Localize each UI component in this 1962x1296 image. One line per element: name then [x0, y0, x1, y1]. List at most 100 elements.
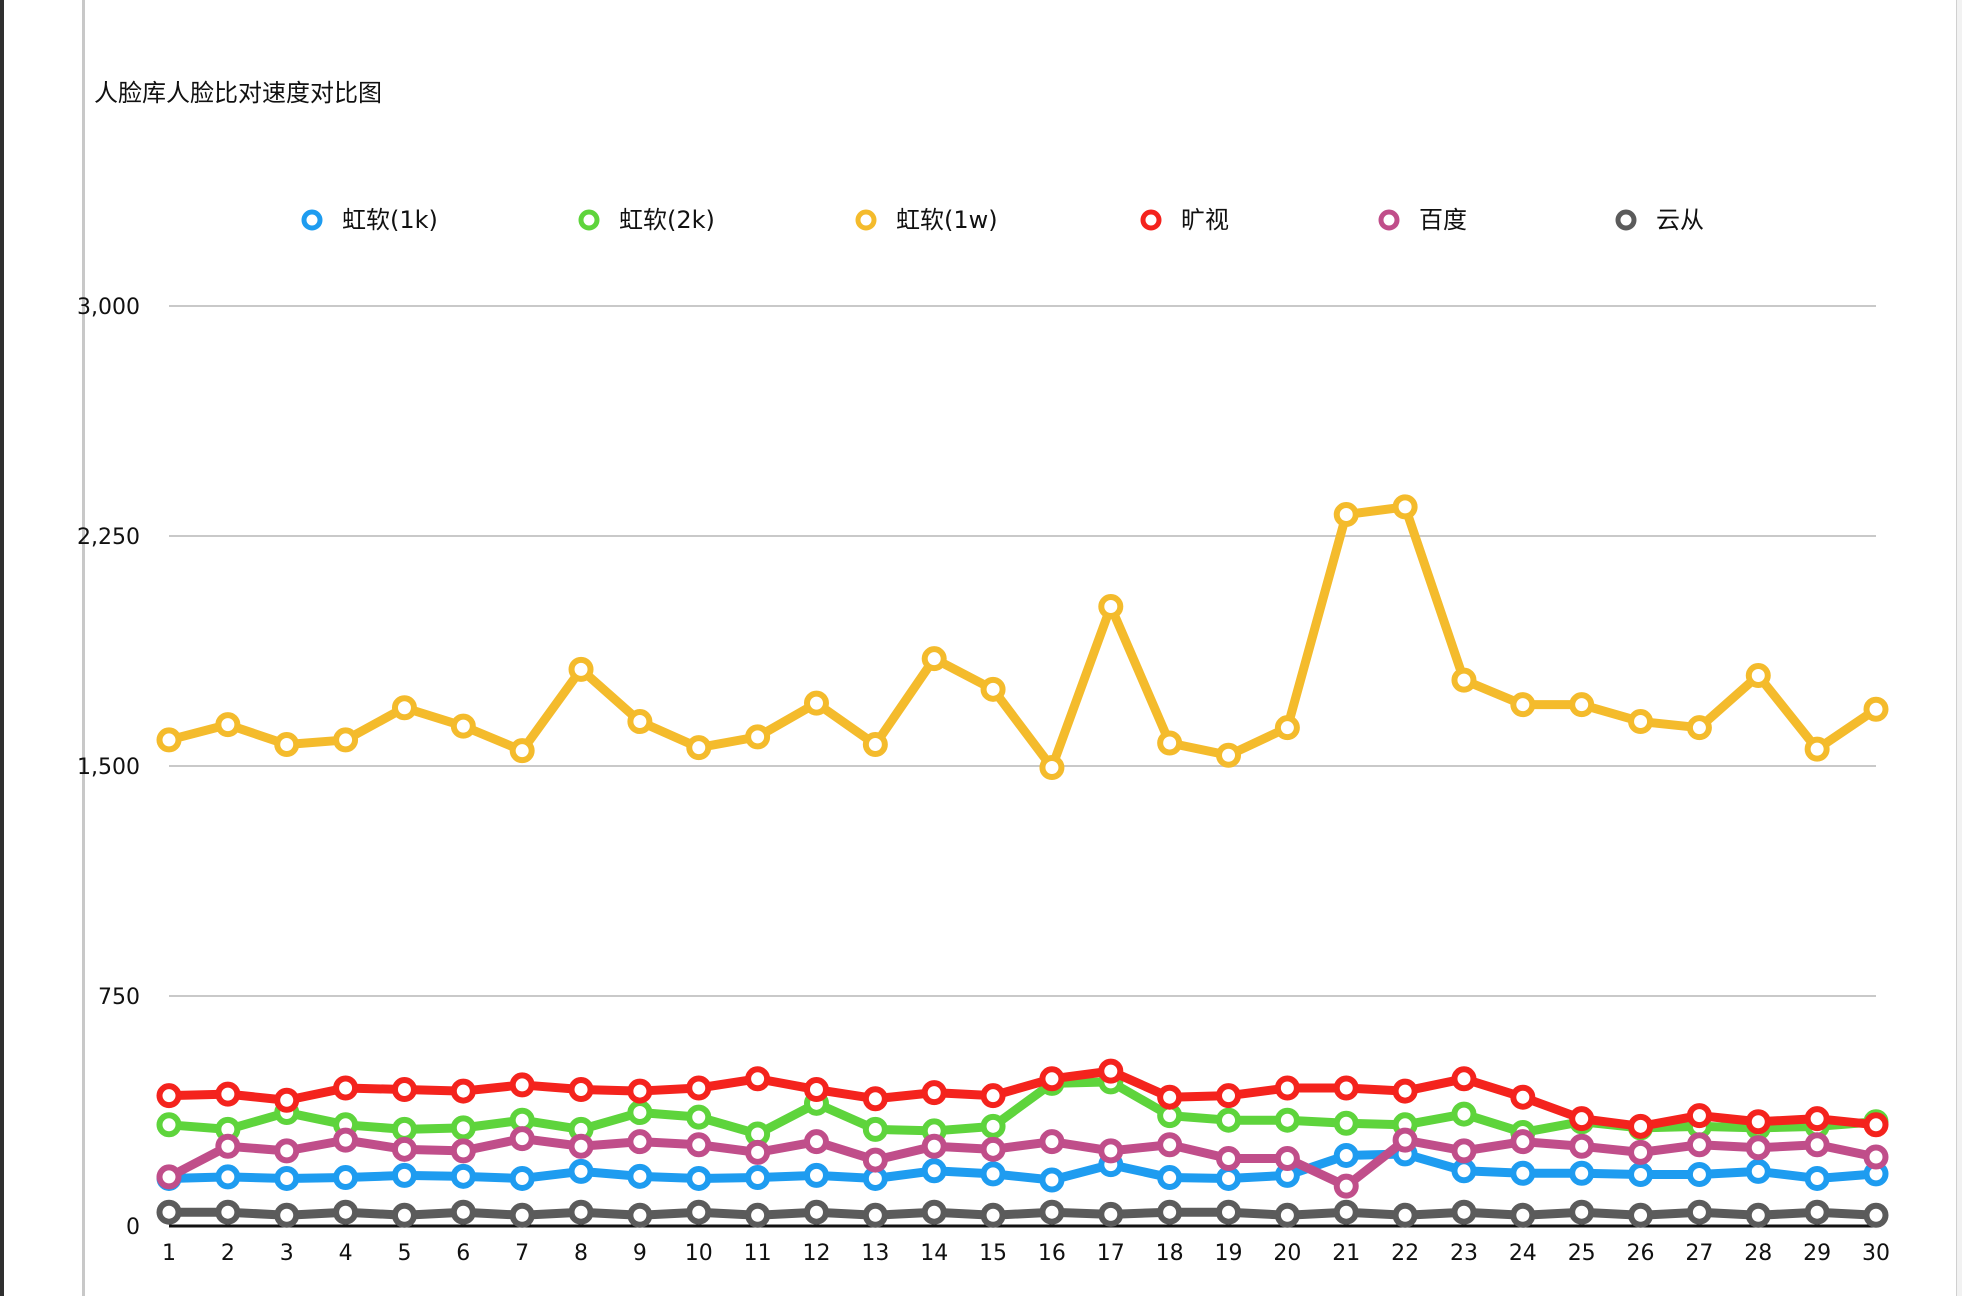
series-1-point: [1804, 1165, 1830, 1191]
chart-legend: 虹软(1k) 虹软(2k) 虹软(1w) 旷视 百度: [0, 200, 1962, 240]
series-2-point: [391, 1116, 417, 1142]
series-6-point: [1392, 1202, 1418, 1228]
series-3-point: [450, 713, 476, 739]
y-tick-label: 0: [126, 1215, 140, 1240]
series-5-point: [1686, 1132, 1712, 1158]
x-tick-label: 19: [1215, 1241, 1243, 1266]
series-6-point: [156, 1199, 182, 1225]
series-3-point: [1392, 494, 1418, 520]
series-5-point: [509, 1126, 535, 1152]
series-1-point: [568, 1158, 594, 1184]
series-1-point: [627, 1163, 653, 1189]
x-tick-label: 20: [1273, 1241, 1301, 1266]
x-tick-label: 2: [221, 1241, 235, 1266]
y-tick-label: 3,000: [77, 295, 140, 320]
legend-label-series-4: 旷视: [1181, 206, 1229, 234]
series-4-point: [1863, 1112, 1889, 1138]
series-2-point: [862, 1116, 888, 1142]
series-4-point: [686, 1075, 712, 1101]
series-6-point: [1039, 1199, 1065, 1225]
legend-label-series-5: 百度: [1419, 206, 1467, 234]
series-6-point: [450, 1199, 476, 1225]
series-5-point: [803, 1129, 829, 1155]
x-tick-label: 18: [1156, 1241, 1184, 1266]
series-6-point: [1098, 1201, 1124, 1227]
series-6-line: [164, 1207, 1881, 1220]
series-4-point: [921, 1080, 947, 1106]
series-2-point: [1451, 1101, 1477, 1127]
series-5-point: [1745, 1135, 1771, 1161]
series-4-point: [568, 1077, 594, 1103]
series-1-point: [686, 1165, 712, 1191]
series-6-point: [980, 1202, 1006, 1228]
series-3-point: [215, 712, 241, 738]
series-6-point: [1628, 1202, 1654, 1228]
series-2-point: [627, 1100, 653, 1126]
series-3-point: [1804, 736, 1830, 762]
series-5-point: [1157, 1132, 1183, 1158]
legend-label-series-6: 云从: [1656, 206, 1704, 234]
series-5-point: [980, 1136, 1006, 1162]
series-5-point: [1451, 1138, 1477, 1164]
series-4-point: [274, 1087, 300, 1113]
x-tick-label: 15: [979, 1241, 1007, 1266]
series-1-point: [1039, 1167, 1065, 1193]
x-tick-label: 23: [1450, 1241, 1478, 1266]
series-4-point: [1569, 1106, 1595, 1132]
chart-title: 人脸库人脸比对速度对比图: [94, 79, 382, 107]
series-4-point: [1098, 1058, 1124, 1084]
legend-label-series-1: 虹软(1k): [342, 206, 438, 234]
series-3-point: [568, 656, 594, 682]
series-1-point: [391, 1162, 417, 1188]
series-2-point: [686, 1104, 712, 1130]
x-tick-label: 26: [1627, 1241, 1655, 1266]
legend-item-series-2: 虹软(2k): [575, 200, 715, 240]
series-4-point: [509, 1072, 535, 1098]
series-1-point: [803, 1162, 829, 1188]
x-tick-label: 22: [1391, 1241, 1419, 1266]
series-1-point: [450, 1163, 476, 1189]
y-tick-label: 1,500: [77, 755, 140, 780]
series-1-point: [1628, 1161, 1654, 1187]
x-tick-label: 6: [456, 1241, 470, 1266]
series-6-point: [1686, 1199, 1712, 1225]
series-3-point: [1510, 692, 1536, 718]
x-tick-label: 17: [1097, 1241, 1125, 1266]
series-5-point: [391, 1136, 417, 1162]
series-3-point: [156, 727, 182, 753]
series-1-point: [274, 1165, 300, 1191]
series-4-point: [980, 1083, 1006, 1109]
x-tick-label: 13: [861, 1241, 889, 1266]
series-5: [156, 1126, 1889, 1199]
series-5-point: [1569, 1133, 1595, 1159]
series-4-point: [156, 1083, 182, 1109]
series-6-point: [1216, 1199, 1242, 1225]
series-2-point: [1333, 1110, 1359, 1136]
series-5-point: [1392, 1127, 1418, 1153]
series-4-point: [1039, 1066, 1065, 1092]
series-5-point: [1863, 1144, 1889, 1170]
window-left-edge: [0, 0, 4, 1296]
y-tick-label: 750: [98, 985, 140, 1010]
series-6-point: [1333, 1199, 1359, 1225]
series-5-point: [1628, 1139, 1654, 1165]
series-3-point: [274, 732, 300, 758]
series-3-point: [921, 646, 947, 672]
series-5-point: [745, 1139, 771, 1165]
series-5-point: [1274, 1146, 1300, 1172]
series-1-point: [1745, 1158, 1771, 1184]
series-6-point: [1274, 1202, 1300, 1228]
x-tick-label: 10: [685, 1241, 713, 1266]
series-4-point: [862, 1086, 888, 1112]
series-2-point: [450, 1115, 476, 1141]
legend-series-4-ring-icon: [1140, 209, 1162, 231]
series-2-point: [980, 1113, 1006, 1139]
series-3-point: [1098, 594, 1124, 620]
series-6-point: [1745, 1202, 1771, 1228]
legend-series-5-ring-icon: [1378, 209, 1400, 231]
series-5-point: [1098, 1138, 1124, 1164]
series-4-line: [164, 1066, 1881, 1131]
